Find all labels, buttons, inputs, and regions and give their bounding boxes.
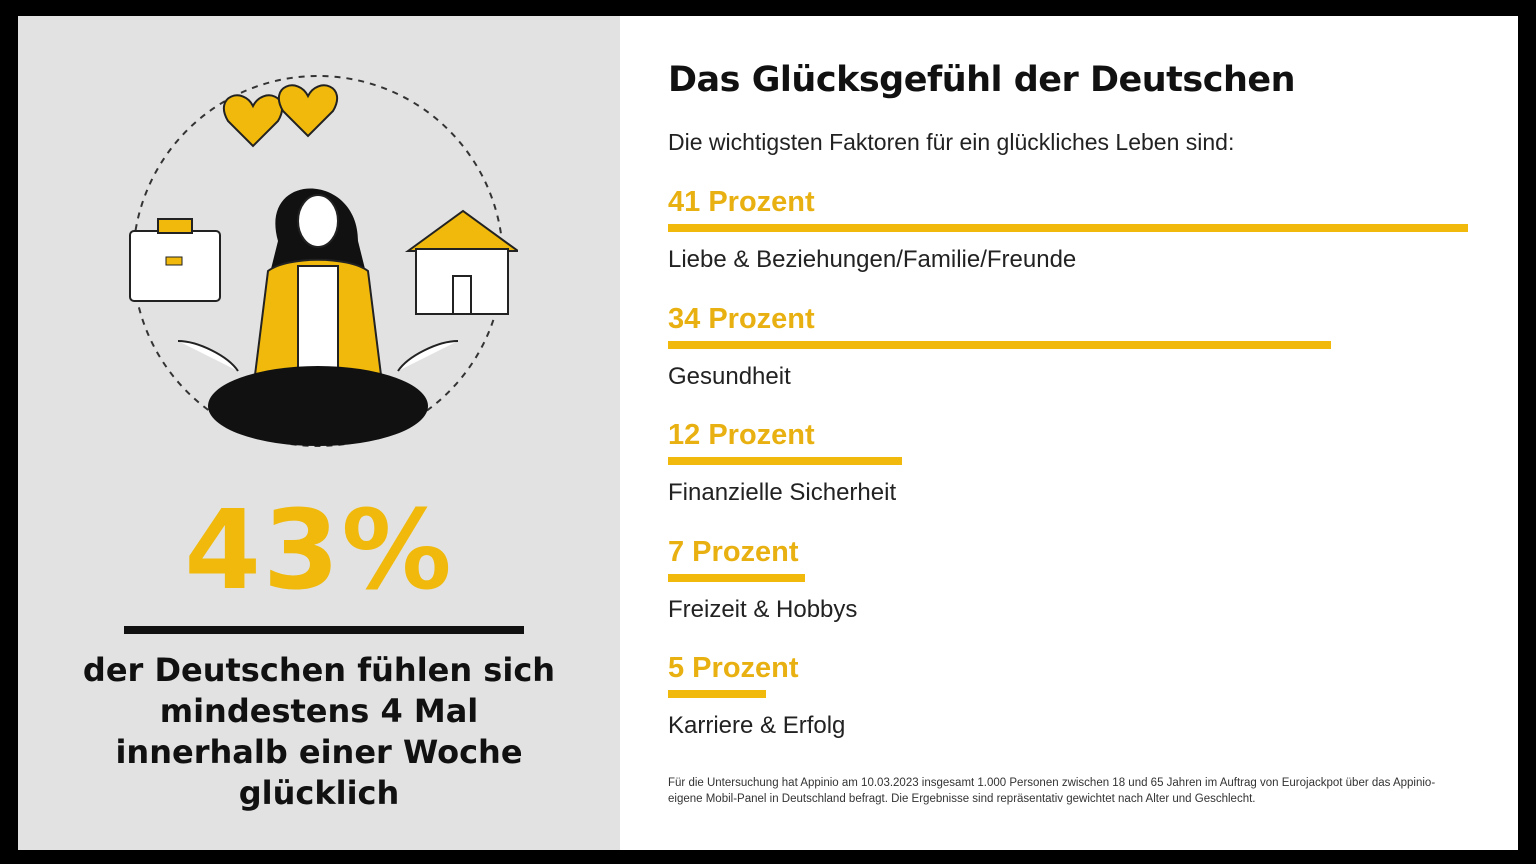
bar-item: 41 Prozent Liebe & Beziehungen/Familie/F… — [668, 186, 1488, 274]
left-panel: 43% der Deutschen fühlen sich mindestens… — [18, 16, 620, 850]
heart-icon — [222, 84, 339, 148]
chart-title: Das Glücksgefühl der Deutschen — [668, 60, 1296, 100]
bar — [668, 340, 1332, 349]
bar-category-label: Gesundheit — [668, 362, 791, 390]
bar-value-label: 41 Prozent — [668, 186, 815, 218]
bar — [668, 690, 766, 698]
bar-value-label: 5 Prozent — [668, 652, 799, 684]
chart-subtitle: Die wichtigsten Faktoren für ein glückli… — [668, 129, 1235, 155]
footnote: Für die Untersuchung hat Appinio am 10.0… — [668, 777, 1436, 805]
briefcase-icon — [129, 218, 221, 302]
headline-percentage: 43% — [184, 486, 454, 614]
bar-category-label: Karriere & Erfolg — [668, 712, 846, 739]
chart-panel: Das Glücksgefühl der Deutschen Die wicht… — [620, 16, 1518, 850]
bar-category-label: Liebe & Beziehungen/Familie/Freunde — [668, 246, 1077, 273]
bar-item: 5 Prozent Karriere & Erfolg — [668, 652, 1488, 740]
bar-category-label: Finanzielle Sicherheit — [668, 479, 897, 506]
headline-text: der Deutschen fühlen sich mindestens 4 M… — [82, 651, 556, 812]
meditating-woman-illustration — [129, 75, 518, 447]
bar-value-label: 12 Prozent — [668, 419, 815, 451]
bar-value-label: 34 Prozent — [668, 302, 815, 335]
bar — [668, 224, 1468, 232]
bar-item: 12 Prozent Finanzielle Sicherheit — [668, 419, 1488, 507]
divider — [124, 626, 524, 634]
bar-value-label: 7 Prozent — [668, 535, 799, 568]
bar — [668, 573, 805, 582]
bar — [668, 457, 903, 465]
woman-figure — [177, 188, 459, 446]
house-icon — [404, 209, 518, 315]
bar-item: 34 Prozent Gesundheit — [668, 303, 1488, 391]
bar-category-label: Freizeit & Hobbys — [668, 595, 858, 623]
bar-item: 7 Prozent Freizeit & Hobbys — [668, 536, 1488, 624]
